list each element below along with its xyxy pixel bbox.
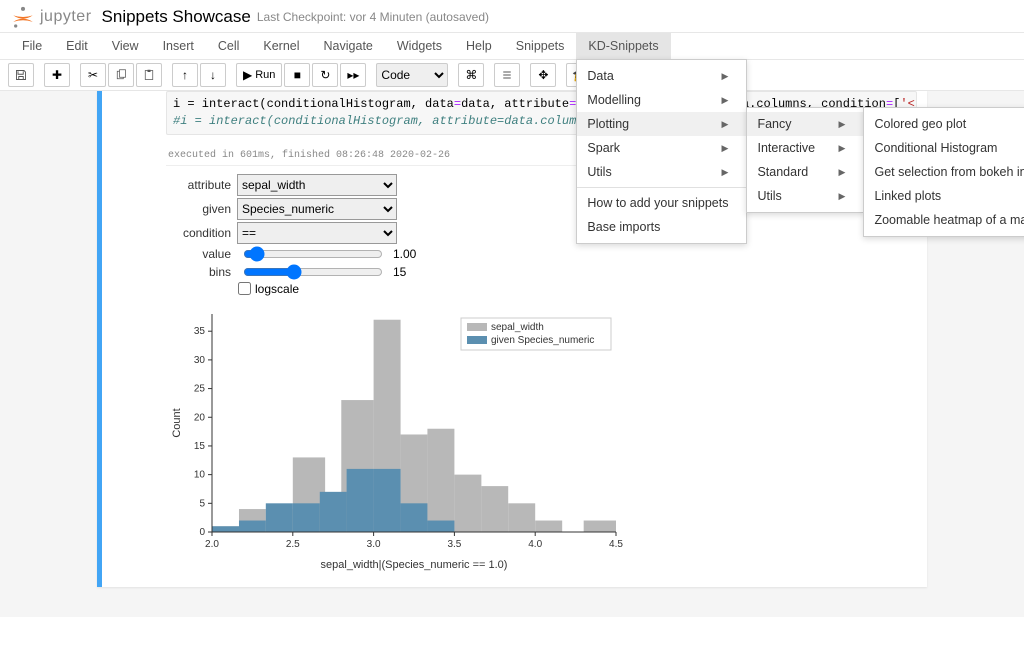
svg-text:15: 15	[194, 441, 206, 452]
fast-forward-button[interactable]: ▸▸	[340, 63, 366, 87]
svg-text:10: 10	[194, 469, 206, 480]
svg-text:sepal_width: sepal_width	[491, 322, 544, 333]
dd-item-linked-plots[interactable]: Linked plots	[864, 184, 1024, 208]
svg-text:5: 5	[199, 498, 205, 509]
attribute-select[interactable]: sepal_width	[237, 174, 397, 196]
logo[interactable]: jupyter	[10, 4, 92, 30]
menu-edit[interactable]: Edit	[54, 33, 100, 59]
given-label: given	[166, 202, 231, 216]
bins-slider[interactable]	[243, 264, 383, 280]
menubar: FileEditViewInsertCellKernelNavigateWidg…	[0, 33, 1024, 60]
svg-text:sepal_width|(Species_numeric =: sepal_width|(Species_numeric == 1.0)	[321, 559, 508, 571]
notebook-title[interactable]: Snippets Showcase	[102, 7, 251, 27]
svg-text:3.5: 3.5	[447, 539, 461, 550]
checkpoint-info: Last Checkpoint: vor 4 Minuten (autosave…	[257, 10, 489, 24]
toolbar: ✚ ✂ ↑ ↓ ▶Run ■ ↻ ▸▸ Code ⌘ ✥ 🎓	[0, 60, 1024, 91]
dd-item-how-to-add-your-snippets[interactable]: How to add your snippets	[577, 191, 746, 215]
header: jupyter Snippets Showcase Last Checkpoin…	[0, 0, 1024, 33]
menu-file[interactable]: File	[10, 33, 54, 59]
move-down-button[interactable]: ↓	[200, 63, 226, 87]
histogram-chart: 0 5 10 15 20 25 30 35 2.0 2.5 3.0 3.5 4.0 4.5 sepal_wi…	[166, 304, 626, 574]
menu-navigate[interactable]: Navigate	[312, 33, 385, 59]
dd-item-utils[interactable]: Utils▶	[577, 160, 746, 184]
cell-prompt	[102, 91, 166, 587]
value-row: value 1.00	[166, 246, 917, 262]
menu-cell[interactable]: Cell	[206, 33, 252, 59]
logo-text: jupyter	[40, 8, 92, 26]
stop-button[interactable]: ■	[284, 63, 310, 87]
dd-item-modelling[interactable]: Modelling▶	[577, 88, 746, 112]
restart-button[interactable]: ↻	[312, 63, 338, 87]
list-button[interactable]	[494, 63, 520, 87]
svg-text:2.5: 2.5	[286, 539, 300, 550]
attribute-label: attribute	[166, 178, 231, 192]
jupyter-icon	[10, 4, 36, 30]
dd-item-base-imports[interactable]: Base imports	[577, 215, 746, 239]
menu-kernel[interactable]: Kernel	[251, 33, 311, 59]
logscale-row: logscale	[166, 282, 917, 296]
add-cell-button[interactable]: ✚	[44, 63, 70, 87]
value-label: value	[166, 247, 231, 261]
move-icon-button[interactable]: ✥	[530, 63, 556, 87]
svg-text:4.5: 4.5	[609, 539, 623, 550]
dd-item-plotting[interactable]: Plotting▶Fancy▶Colored geo plotCondition…	[577, 112, 746, 136]
bins-row: bins 15	[166, 264, 917, 280]
plotting-submenu: Fancy▶Colored geo plotConditional Histog…	[746, 107, 864, 213]
menu-widgets[interactable]: Widgets	[385, 33, 454, 59]
dd-item-spark[interactable]: Spark▶	[577, 136, 746, 160]
paste-button[interactable]	[136, 63, 162, 87]
value-slider[interactable]	[243, 246, 383, 262]
fancy-submenu: Colored geo plotConditional HistogramGet…	[863, 107, 1024, 237]
svg-text:35: 35	[194, 326, 206, 337]
svg-text:3.0: 3.0	[367, 539, 381, 550]
dd-item-get-selection-from-bokeh-in-python[interactable]: Get selection from bokeh in python	[864, 160, 1024, 184]
move-up-button[interactable]: ↑	[172, 63, 198, 87]
command-palette-button[interactable]: ⌘	[458, 63, 484, 87]
condition-label: condition	[166, 226, 231, 240]
menu-help[interactable]: Help	[454, 33, 504, 59]
dd-item-utils[interactable]: Utils▶	[747, 184, 863, 208]
menu-view[interactable]: View	[100, 33, 151, 59]
menu-kd-snippets[interactable]: KD-SnippetsData▶Modelling▶Plotting▶Fancy…	[576, 33, 670, 59]
condition-row: condition ==	[166, 222, 917, 244]
svg-text:2.0: 2.0	[205, 539, 219, 550]
dd-item-interactive[interactable]: Interactive▶	[747, 136, 863, 160]
run-button[interactable]: ▶Run	[236, 63, 282, 87]
svg-text:Count: Count	[171, 408, 183, 437]
svg-text:4.0: 4.0	[528, 539, 542, 550]
logscale-checkbox[interactable]	[238, 282, 251, 295]
dd-item-conditional-histogram[interactable]: Conditional Histogram	[864, 136, 1024, 160]
dd-item-zoomable-heatmap-of-a-matrix[interactable]: Zoomable heatmap of a matrix	[864, 208, 1024, 232]
svg-text:30: 30	[194, 354, 206, 365]
svg-text:0: 0	[199, 527, 205, 538]
given-select[interactable]: Species_numeric	[237, 198, 397, 220]
value-display: 1.00	[393, 247, 433, 261]
logscale-label: logscale	[255, 282, 299, 296]
dd-item-standard[interactable]: Standard▶	[747, 160, 863, 184]
kd-snippets-dropdown: Data▶Modelling▶Plotting▶Fancy▶Colored ge…	[576, 59, 747, 244]
menu-insert[interactable]: Insert	[151, 33, 206, 59]
bins-label: bins	[166, 265, 231, 279]
chart: 0 5 10 15 20 25 30 35 2.0 2.5 3.0 3.5 4.0 4.5 sepal_wi…	[166, 304, 917, 577]
cell-type-select[interactable]: Code	[376, 63, 448, 87]
menu-snippets[interactable]: Snippets	[504, 33, 577, 59]
svg-text:25: 25	[194, 383, 206, 394]
svg-text:given Species_numeric: given Species_numeric	[491, 335, 594, 346]
cut-button[interactable]: ✂	[80, 63, 106, 87]
svg-text:20: 20	[194, 412, 206, 423]
dd-item-colored-geo-plot[interactable]: Colored geo plot	[864, 112, 1024, 136]
bins-display: 15	[393, 265, 433, 279]
save-button[interactable]	[8, 63, 34, 87]
dd-item-fancy[interactable]: Fancy▶Colored geo plotConditional Histog…	[747, 112, 863, 136]
copy-button[interactable]	[108, 63, 134, 87]
condition-select[interactable]: ==	[237, 222, 397, 244]
dd-item-data[interactable]: Data▶	[577, 64, 746, 88]
